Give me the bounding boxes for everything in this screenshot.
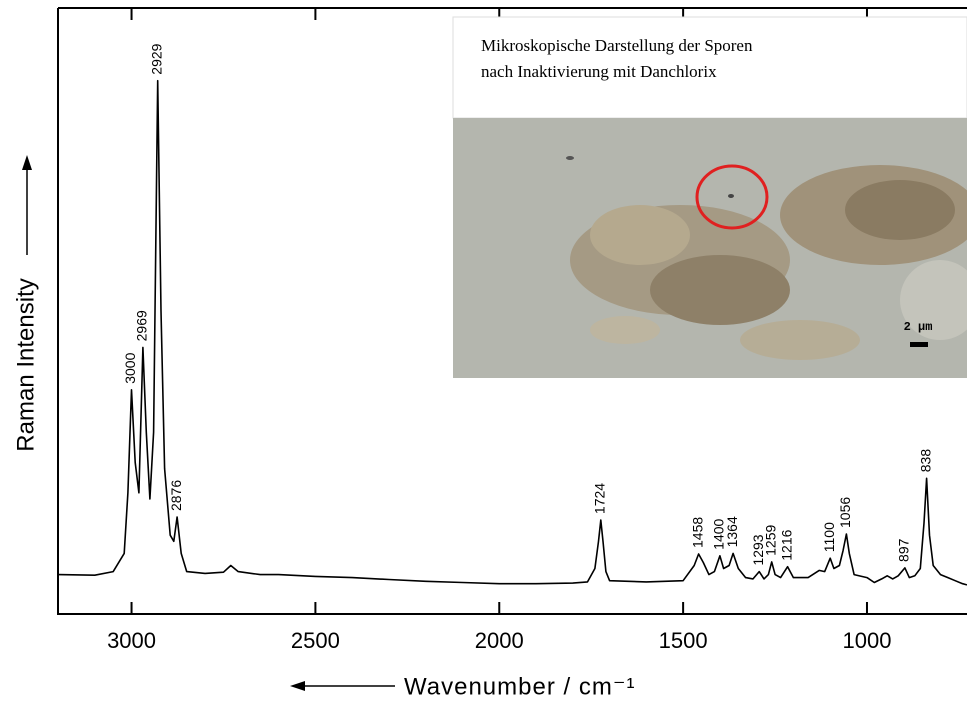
- peak-label: 1216: [778, 529, 794, 560]
- inset-caption: Mikroskopische Darstellung der Sporen: [481, 36, 753, 55]
- peak-label: 1293: [750, 534, 766, 565]
- x-tick-label: 3000: [107, 628, 156, 653]
- spectrum: [57, 79, 967, 586]
- spore-clusters: [566, 156, 967, 360]
- scale-label: 2 µm: [904, 320, 933, 334]
- inset-caption: nach Inaktivierung mit Danchlorix: [481, 62, 717, 81]
- x-tick-label: 1000: [843, 628, 892, 653]
- peak-label: 1100: [821, 522, 837, 552]
- y-axis-label: Raman Intensity: [12, 278, 39, 451]
- x-axis-label: Wavenumber / cm⁻¹: [404, 673, 636, 700]
- peak-label: 1056: [837, 497, 853, 528]
- inset-image: Mikroskopische Darstellung der Sporen na…: [452, 16, 967, 378]
- peak-label: 2876: [168, 480, 184, 511]
- peak-label: 838: [917, 449, 933, 473]
- x-tick-label: 1500: [659, 628, 708, 653]
- highlight-circle: [695, 164, 769, 230]
- peak-label: 897: [896, 538, 912, 562]
- peak-label: 1259: [762, 525, 778, 556]
- peak-label: 2929: [148, 43, 164, 74]
- peak-label: 2969: [134, 310, 150, 341]
- x-tick-label: 2500: [291, 628, 340, 653]
- peak-label: 1400: [711, 518, 727, 549]
- scale-bar: [910, 342, 928, 347]
- peak-label: 3000: [122, 352, 138, 383]
- y-arrow-head: [22, 155, 32, 170]
- x-tick-label: 2000: [475, 628, 524, 653]
- x-arrow-head: [290, 681, 305, 691]
- peak-label: 1458: [689, 517, 705, 548]
- peak-label: 1724: [591, 483, 607, 514]
- peak-label: 1364: [724, 516, 740, 547]
- axes-frame: [57, 7, 967, 615]
